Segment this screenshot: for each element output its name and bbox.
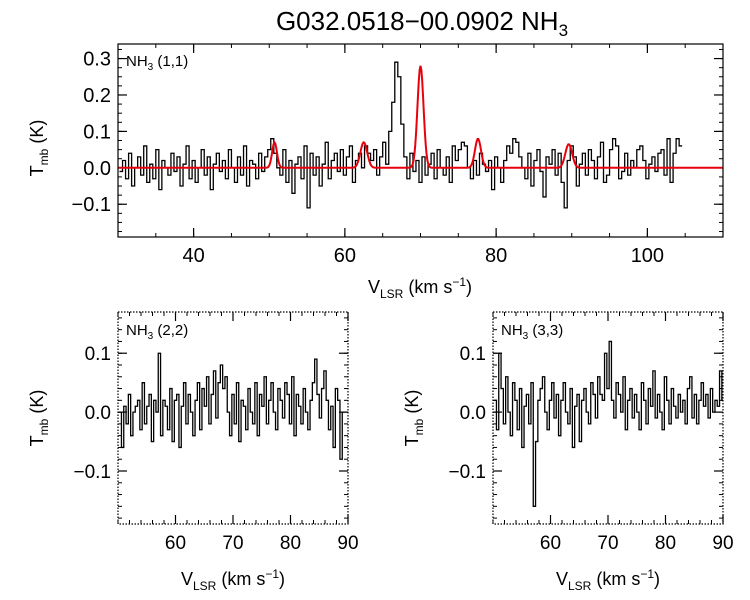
panel-label: NH3 (1,1) (126, 53, 188, 73)
y-axis-label: Tmb (K) (402, 390, 426, 447)
plot-area: 40 60 80 100 −0.1 0.0 0.1 0.2 0.3 (72, 43, 724, 267)
y-tick-label: 0.1 (85, 344, 111, 365)
x-axis-label-sup: −1 (640, 567, 654, 581)
series-group (119, 352, 345, 460)
x-tick-label: 60 (540, 533, 561, 554)
y-tick-label: −0.1 (72, 194, 111, 216)
x-axis-label-sub: LSR (193, 579, 217, 593)
panel-label-rest: (3,3) (528, 322, 563, 339)
y-tick-label: 0.2 (83, 85, 111, 107)
x-axis-label-sub: LSR (380, 287, 404, 301)
x-axis-label-unit: (km s (591, 569, 640, 589)
x-axis-label-sup: −1 (452, 275, 466, 289)
y-axis-label-unit: (K) (27, 120, 47, 149)
x-tick-label: 90 (337, 533, 358, 554)
x-tick-label: 70 (597, 533, 618, 554)
series-group (118, 61, 723, 209)
x-axis-label-sub: LSR (568, 579, 592, 593)
y-axis-label: Tmb (K) (27, 390, 51, 447)
panel-label-rest: (1,1) (153, 53, 188, 70)
y-tick-label: −0.1 (448, 462, 486, 483)
x-tick-label: 100 (631, 245, 664, 267)
spectrum-line (119, 352, 345, 460)
plot-frame (117, 311, 349, 525)
panel-label: NH3 (3,3) (501, 322, 563, 342)
y-axis-label-unit: (K) (27, 390, 47, 419)
x-axis-label-close: ) (279, 569, 285, 589)
x-tick-label: 80 (280, 533, 301, 554)
tick-marks (117, 44, 724, 237)
y-tick-label: 0.0 (85, 403, 111, 424)
x-axis-label-sup: −1 (265, 567, 279, 581)
plot-frame (117, 43, 724, 238)
figure-title: G032.0518−00.0902 NH3 (276, 6, 568, 40)
y-axis-label-sub: mb (37, 148, 51, 165)
plot-area: 60 70 80 90 −0.1 0.0 0.1 (448, 311, 734, 554)
x-axis-label: VLSR (km s−1) (181, 567, 285, 593)
x-axis-label-main: V (556, 569, 568, 589)
panel-label-main: NH (126, 53, 148, 70)
panel-nh3-1-1: 40 60 80 100 −0.1 0.0 0.1 0.2 0.3 NH3 (1,1) VLSR… (27, 43, 724, 301)
figure-title-main: G032.0518−00.0902 NH (276, 6, 559, 36)
y-axis-label-main: T (27, 435, 47, 446)
x-axis-label: VLSR (km s−1) (556, 567, 660, 593)
y-axis-label-main: T (402, 435, 422, 446)
tick-marks (492, 312, 724, 524)
x-axis-label-main: V (181, 569, 193, 589)
fit-line (118, 65, 723, 169)
x-tick-label: 60 (165, 533, 186, 554)
panel-label: NH3 (2,2) (126, 322, 188, 342)
y-tick-label: 0.0 (83, 158, 111, 180)
y-tick-label: 0.1 (460, 344, 486, 365)
y-tick-label: 0.3 (83, 49, 111, 71)
panel-nh3-3-3: 60 70 80 90 −0.1 0.0 0.1 NH3 (3,3) VLSR (km s−… (402, 311, 734, 593)
spectrum-line (119, 61, 683, 209)
tick-labels: 60 70 80 90 −0.1 0.0 0.1 (73, 344, 358, 554)
panel-label-rest: (2,2) (153, 322, 188, 339)
y-axis-label-unit: (K) (402, 390, 422, 419)
y-axis-label-main: T (27, 165, 47, 176)
plot-area: 60 70 80 90 −0.1 0.0 0.1 (73, 311, 359, 554)
panel-label-sub: 3 (148, 331, 154, 342)
tick-marks (117, 312, 349, 524)
panel-label-main: NH (126, 322, 148, 339)
x-axis-label-main: V (368, 277, 380, 297)
y-axis-label-sub: mb (37, 418, 51, 435)
x-tick-label: 90 (712, 533, 733, 554)
figure-title-sub: 3 (559, 21, 568, 40)
x-tick-label: 80 (655, 533, 676, 554)
y-axis-label: Tmb (K) (27, 120, 51, 177)
panel-label-main: NH (501, 322, 523, 339)
y-tick-label: −0.1 (73, 462, 111, 483)
spectrum-line (494, 340, 723, 507)
panel-label-sub: 3 (523, 331, 529, 342)
tick-labels: 60 70 80 90 −0.1 0.0 0.1 (448, 344, 733, 554)
x-tick-label: 40 (183, 245, 205, 267)
panel-nh3-2-2: 60 70 80 90 −0.1 0.0 0.1 NH3 (2,2) VLSR (km s−… (27, 311, 359, 593)
y-axis-label-sub: mb (412, 418, 426, 435)
x-axis-label: VLSR (km s−1) (368, 275, 472, 301)
plot-frame (492, 311, 724, 525)
x-tick-label: 60 (334, 245, 356, 267)
series-group (494, 340, 723, 507)
tick-labels: 40 60 80 100 −0.1 0.0 0.1 0.2 0.3 (72, 49, 665, 267)
x-tick-label: 70 (222, 533, 243, 554)
x-axis-label-unit: (km s (216, 569, 265, 589)
x-axis-label-unit: (km s (403, 277, 452, 297)
y-tick-label: 0.0 (460, 403, 486, 424)
x-tick-label: 80 (485, 245, 507, 267)
x-axis-label-close: ) (466, 277, 472, 297)
x-axis-label-close: ) (654, 569, 660, 589)
panel-label-sub: 3 (148, 62, 154, 73)
y-tick-label: 0.1 (83, 121, 111, 143)
